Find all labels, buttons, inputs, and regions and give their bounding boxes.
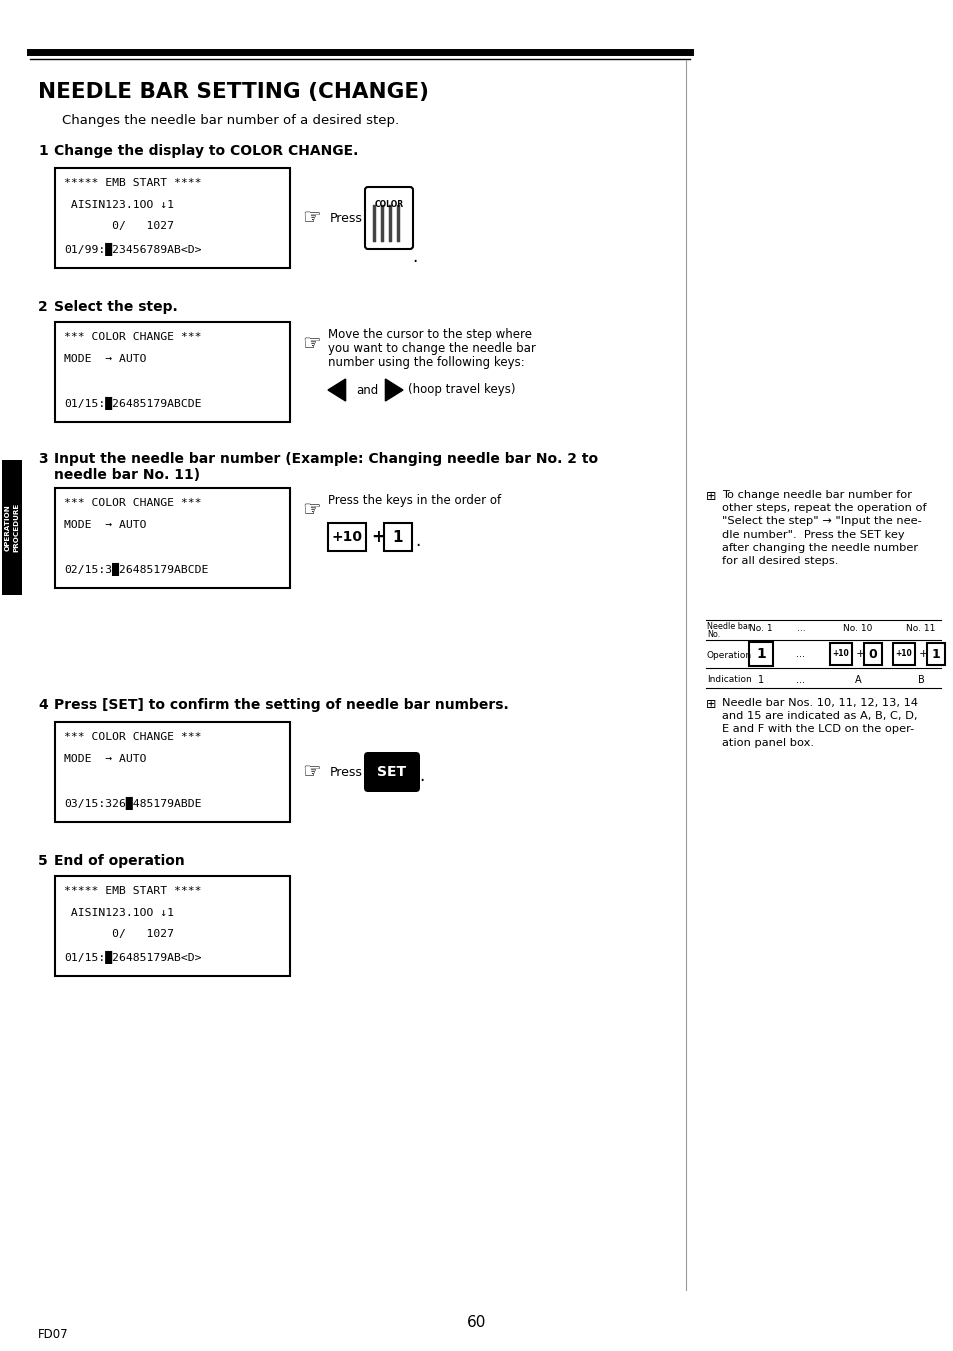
Text: 01/99:█23456789AB<D>: 01/99:█23456789AB<D> [64,242,201,255]
Text: +: + [371,528,384,546]
Bar [328,523,366,551]
FancyBboxPatch shape [365,186,413,249]
Text: No. 10: No. 10 [842,624,872,634]
Text: Select the step.: Select the step. [54,300,177,313]
Text: NEEDLE BAR SETTING (CHANGE): NEEDLE BAR SETTING (CHANGE) [38,82,429,101]
Text: COLOR: COLOR [374,200,403,209]
Text: 01/15:█26485179AB<D>: 01/15:█26485179AB<D> [64,951,201,963]
Text: .: . [418,767,424,785]
Text: *** COLOR CHANGE ***: *** COLOR CHANGE *** [64,732,201,742]
Text: ***** EMB START ****: ***** EMB START **** [64,178,201,188]
Text: SET: SET [377,765,406,780]
Bar [55,322,290,422]
Text: 1: 1 [757,676,763,685]
Text: Input the needle bar number (Example: Changing needle bar No. 2 to: Input the needle bar number (Example: Ch… [54,453,598,466]
Text: MODE  → AUTO: MODE → AUTO [64,754,147,763]
Text: and: and [355,384,377,396]
Text: 4: 4 [38,698,48,712]
Text: A: A [854,676,861,685]
Text: *** COLOR CHANGE ***: *** COLOR CHANGE *** [64,499,201,508]
Text: No.: No. [706,630,720,639]
Bar [55,875,290,975]
Text: 5: 5 [38,854,48,867]
Bar [829,643,851,665]
Text: 1: 1 [38,145,48,158]
Text: Needle bar Nos. 10, 11, 12, 13, 14
and 15 are indicated as A, B, C, D,
E and F w: Needle bar Nos. 10, 11, 12, 13, 14 and 1… [721,698,917,747]
Text: MODE  → AUTO: MODE → AUTO [64,520,147,530]
Text: ☞: ☞ [302,762,321,782]
Text: Press: Press [330,212,362,224]
Text: Needle bar: Needle bar [706,621,750,631]
Text: AISIN123.1OO ↓1: AISIN123.1OO ↓1 [64,200,173,209]
Text: ...: ... [796,624,804,634]
Polygon shape [385,380,402,401]
Text: number using the following keys:: number using the following keys: [328,357,524,369]
Text: ☞: ☞ [302,500,321,520]
Text: AISIN123.1OO ↓1: AISIN123.1OO ↓1 [64,908,173,917]
Text: Press the keys in the order of: Press the keys in the order of [328,494,500,507]
Text: ...: ... [796,648,804,659]
Text: 1: 1 [931,647,940,661]
Text: +10: +10 [832,650,848,658]
Text: ☞: ☞ [302,208,321,228]
Text: ☞: ☞ [302,334,321,354]
Bar [926,643,944,665]
Text: 2: 2 [38,300,48,313]
Text: 01/15:█26485179ABCDE: 01/15:█26485179ABCDE [64,396,201,409]
Text: 60: 60 [467,1315,486,1329]
Text: needle bar No. 11): needle bar No. 11) [54,467,200,482]
Text: 0/   1027: 0/ 1027 [64,222,173,231]
Text: ⊞: ⊞ [705,490,716,503]
Text: Indication: Indication [706,676,751,684]
Bar [892,643,914,665]
Bar [55,721,290,821]
Text: +10: +10 [331,530,362,544]
Text: +10: +10 [895,650,911,658]
Text: FD07: FD07 [38,1328,69,1342]
Text: you want to change the needle bar: you want to change the needle bar [328,342,536,355]
Text: Operation: Operation [706,650,751,659]
Text: To change needle bar number for
other steps, repeat the operation of
"Select the: To change needle bar number for other st… [721,490,925,566]
Text: End of operation: End of operation [54,854,185,867]
Text: OPERATION
PROCEDURE: OPERATION PROCEDURE [5,503,19,553]
Text: MODE  → AUTO: MODE → AUTO [64,354,147,363]
Bar [2,459,22,594]
Text: *** COLOR CHANGE ***: *** COLOR CHANGE *** [64,332,201,342]
Text: +: + [918,648,927,659]
Text: (hoop travel keys): (hoop travel keys) [408,384,515,396]
Text: B: B [917,676,923,685]
Text: .: . [412,249,416,266]
Text: 0/   1027: 0/ 1027 [64,929,173,939]
Polygon shape [328,380,345,401]
Text: 1: 1 [756,647,765,661]
Text: ...: ... [796,676,804,685]
Text: Press: Press [330,766,362,778]
Text: 1: 1 [393,530,403,544]
Text: 0: 0 [868,647,877,661]
Bar [55,168,290,267]
Bar [863,643,882,665]
Bar [748,642,772,666]
Text: .: . [415,532,420,550]
FancyBboxPatch shape [364,753,419,792]
Text: No. 11: No. 11 [905,624,935,634]
Text: ***** EMB START ****: ***** EMB START **** [64,886,201,896]
Text: No. 1: No. 1 [748,624,772,634]
Text: 02/15:3█26485179ABCDE: 02/15:3█26485179ABCDE [64,562,208,576]
Text: Changes the needle bar number of a desired step.: Changes the needle bar number of a desir… [62,113,398,127]
Text: ⊞: ⊞ [705,698,716,711]
Bar [55,488,290,588]
Text: 03/15:326█485179ABDE: 03/15:326█485179ABDE [64,797,201,809]
Bar [384,523,412,551]
Text: Change the display to COLOR CHANGE.: Change the display to COLOR CHANGE. [54,145,358,158]
Text: Press [SET] to confirm the setting of needle bar numbers.: Press [SET] to confirm the setting of ne… [54,698,508,712]
Text: Move the cursor to the step where: Move the cursor to the step where [328,328,532,340]
Text: 3: 3 [38,453,48,466]
Text: +: + [855,648,864,659]
